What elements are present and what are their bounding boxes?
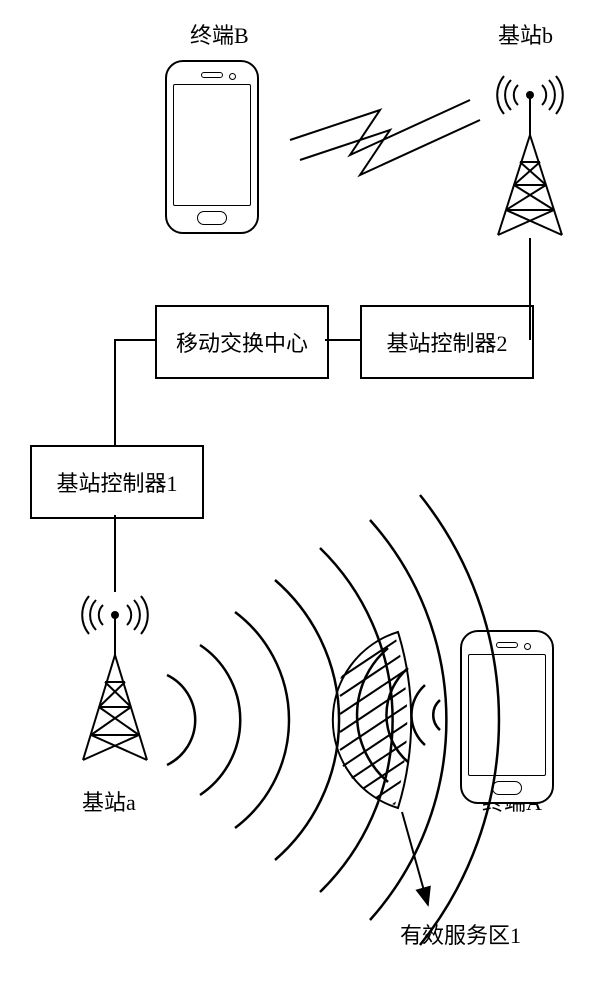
- phone-earpiece-icon: [496, 642, 518, 648]
- phone-terminal-a: [460, 630, 554, 804]
- label-basestation-b: 基站b: [498, 18, 553, 50]
- overlap-zone: [333, 580, 460, 858]
- service-area-arrow: [402, 812, 428, 905]
- tower-basestation-a-icon: [82, 596, 148, 760]
- box-msc-label: 移动交换中心: [176, 326, 308, 358]
- phone-camera-icon: [229, 73, 236, 80]
- box-msc: 移动交换中心: [155, 305, 329, 379]
- box-bsc1-label: 基站控制器1: [56, 466, 177, 498]
- box-bsc1: 基站控制器1: [30, 445, 204, 519]
- phone-home-icon: [492, 781, 522, 795]
- label-basestation-a: 基站a: [82, 785, 136, 817]
- edges: [115, 238, 530, 592]
- label-terminal-b: 终端B: [190, 18, 249, 50]
- box-bsc2-label: 基站控制器2: [386, 326, 507, 358]
- phone-screen: [468, 654, 546, 776]
- phone-terminal-b: [165, 60, 259, 234]
- signal-waves-terminal-a: [357, 648, 440, 782]
- signal-waves-a: [167, 495, 499, 945]
- phone-camera-icon: [524, 643, 531, 650]
- lightning-icon: [290, 100, 480, 175]
- label-service-area: 有效服务区1: [400, 918, 521, 950]
- box-bsc2: 基站控制器2: [360, 305, 534, 379]
- tower-basestation-b-icon: [497, 76, 563, 235]
- diagram-canvas: 终端B 基站b 基站a 终端A 有效服务区1 移动交换中心 基站控制器2 基站控…: [0, 0, 603, 1000]
- phone-screen: [173, 84, 251, 206]
- phone-earpiece-icon: [201, 72, 223, 78]
- phone-home-icon: [197, 211, 227, 225]
